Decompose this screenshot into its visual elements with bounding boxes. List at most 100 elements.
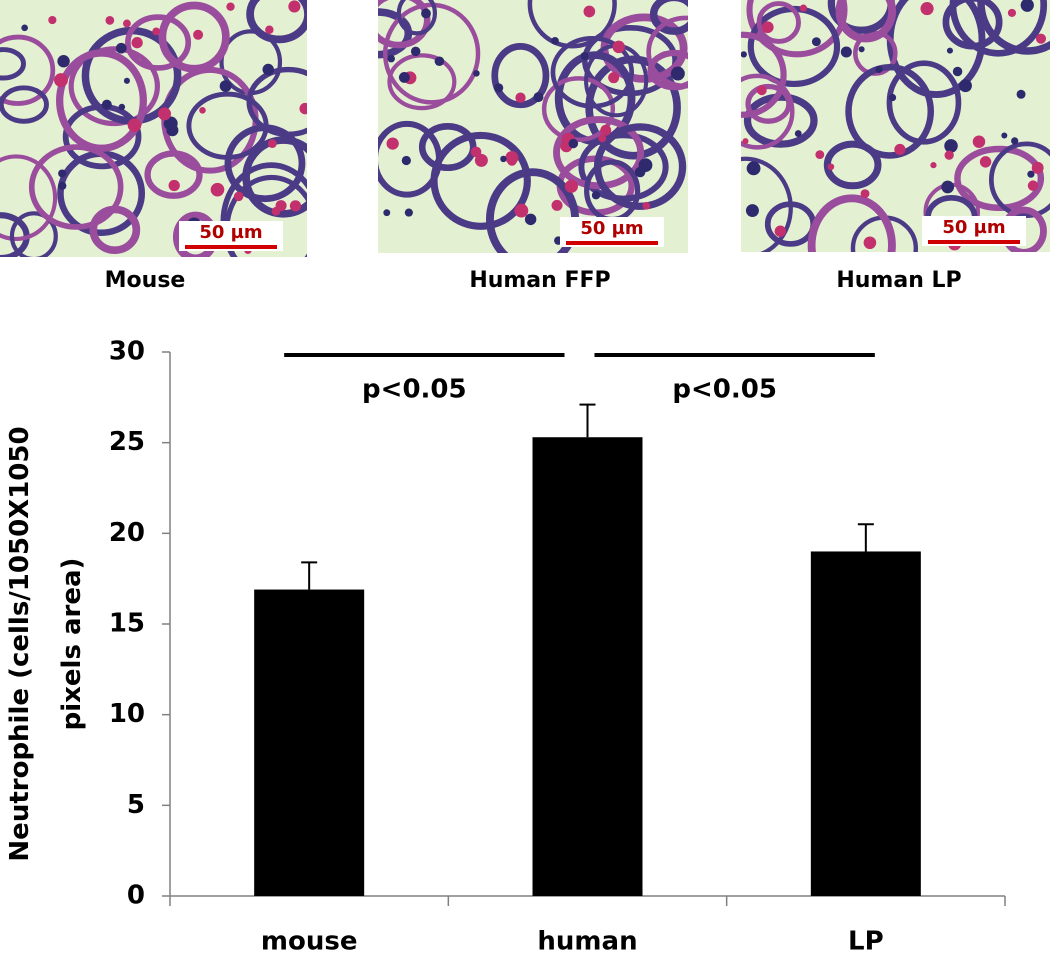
cell-nucleus bbox=[774, 225, 787, 237]
cell-nucleus bbox=[580, 51, 589, 61]
alveolus-wall bbox=[68, 46, 160, 127]
cell-nucleus bbox=[815, 150, 825, 160]
cell-nucleus bbox=[1011, 137, 1019, 145]
bar bbox=[532, 437, 643, 896]
cell-nucleus bbox=[262, 63, 274, 76]
histology-image: 50 µm bbox=[0, 0, 307, 257]
cell-nucleus bbox=[763, 22, 770, 29]
cell-nucleus bbox=[1035, 33, 1047, 44]
cell-nucleus bbox=[972, 135, 986, 148]
cell-nucleus bbox=[299, 102, 307, 115]
alveolus-wall bbox=[9, 211, 58, 257]
alveolus-wall bbox=[378, 0, 431, 49]
cell-nucleus bbox=[799, 4, 807, 12]
cell-nucleus bbox=[944, 139, 958, 153]
alveolus-wall bbox=[527, 0, 617, 49]
histology-image: 50 µm bbox=[741, 0, 1050, 252]
cell-nucleus bbox=[944, 150, 954, 160]
alveolus-wall bbox=[158, 1, 230, 73]
alveolus-wall bbox=[378, 120, 443, 198]
cell-nucleus bbox=[894, 143, 906, 156]
cell-nucleus bbox=[551, 199, 563, 211]
cell-nucleus bbox=[930, 162, 937, 169]
alveolus-wall bbox=[186, 91, 269, 160]
cell-nucleus bbox=[741, 51, 747, 58]
image-label: Human LP bbox=[836, 268, 961, 293]
cell-nucleus bbox=[979, 156, 992, 168]
alveolus-wall bbox=[989, 141, 1050, 219]
cell-nucleus bbox=[233, 191, 244, 202]
cell-nucleus bbox=[568, 138, 579, 149]
alveolus-wall bbox=[56, 49, 147, 152]
cell-nucleus bbox=[746, 161, 761, 176]
cell-nucleus bbox=[875, 65, 883, 74]
cell-nucleus bbox=[600, 124, 612, 136]
cell-nucleus bbox=[210, 182, 225, 197]
cell-nucleus bbox=[583, 5, 596, 18]
cell-nucleus bbox=[265, 25, 274, 35]
alveolus-wall bbox=[741, 156, 793, 252]
histology-panels: 50 µm 50 µm 50 µm bbox=[0, 0, 1050, 257]
cell-nucleus bbox=[387, 54, 395, 63]
scale-bar-label: 50 µm bbox=[199, 222, 262, 243]
cell-nucleus bbox=[670, 66, 685, 81]
error-bar bbox=[301, 561, 318, 590]
alveolus-wall bbox=[491, 43, 550, 109]
cell-nucleus bbox=[410, 46, 421, 57]
alveolus-wall bbox=[593, 123, 687, 210]
cell-nucleus bbox=[193, 29, 204, 40]
alveolus-wall bbox=[807, 194, 896, 252]
cell-nucleus bbox=[756, 85, 767, 96]
cell-nucleus bbox=[811, 37, 821, 47]
cell-nucleus bbox=[505, 151, 519, 165]
cell-nucleus bbox=[101, 99, 112, 110]
y-tick-label: 5 bbox=[127, 790, 145, 820]
cell-nucleus bbox=[551, 37, 559, 45]
y-tick-label: 30 bbox=[109, 337, 145, 367]
y-axis-label-line: pixels area) bbox=[57, 558, 87, 731]
y-axis-label-line: Neutrophile (cells/1050X1050 bbox=[5, 426, 35, 861]
y-tick-label: 25 bbox=[109, 427, 145, 457]
cell-nucleus bbox=[398, 71, 410, 83]
alveolus-wall bbox=[949, 0, 1048, 57]
cell-nucleus bbox=[941, 180, 955, 194]
cell-nucleus bbox=[1027, 180, 1039, 191]
cell-nucleus bbox=[131, 37, 143, 49]
cell-nucleus bbox=[289, 200, 302, 212]
cell-nucleus bbox=[827, 163, 835, 171]
cell-nucleus bbox=[858, 46, 865, 53]
cell-nucleus bbox=[642, 201, 651, 210]
cell-nucleus bbox=[888, 93, 897, 102]
cell-nucleus bbox=[219, 80, 232, 93]
cell-nucleus bbox=[226, 2, 235, 11]
cell-nucleus bbox=[638, 158, 653, 173]
error-bar bbox=[857, 523, 874, 552]
cell-nucleus bbox=[1027, 170, 1035, 178]
cell-nucleus bbox=[500, 155, 507, 163]
cell-nucleus bbox=[271, 206, 281, 216]
alveolus-wall bbox=[823, 140, 882, 190]
alveolus-wall bbox=[396, 0, 438, 36]
alveolus-wall bbox=[28, 144, 124, 230]
cell-nucleus bbox=[863, 236, 877, 250]
cell-nucleus bbox=[122, 19, 131, 28]
cell-nucleus bbox=[920, 2, 934, 16]
y-tick-label: 15 bbox=[109, 609, 145, 639]
cell-nucleus bbox=[598, 134, 607, 143]
cell-nucleus bbox=[105, 15, 115, 25]
image-label: Human FFP bbox=[469, 268, 610, 293]
scale-bar-label: 50 µm bbox=[942, 217, 1005, 238]
cell-nucleus bbox=[386, 137, 399, 150]
y-tick-label: 0 bbox=[127, 881, 145, 911]
alveolus-wall bbox=[387, 53, 457, 111]
cell-nucleus bbox=[959, 79, 972, 93]
cell-nucleus bbox=[608, 72, 620, 84]
alveolus-wall bbox=[541, 76, 616, 143]
alveolus-wall bbox=[954, 145, 1045, 212]
cell-nucleus bbox=[742, 138, 749, 145]
cell-nucleus bbox=[115, 42, 127, 54]
cell-nucleus bbox=[612, 40, 625, 54]
x-tick-label: human bbox=[537, 927, 637, 955]
cell-nucleus bbox=[152, 27, 161, 36]
